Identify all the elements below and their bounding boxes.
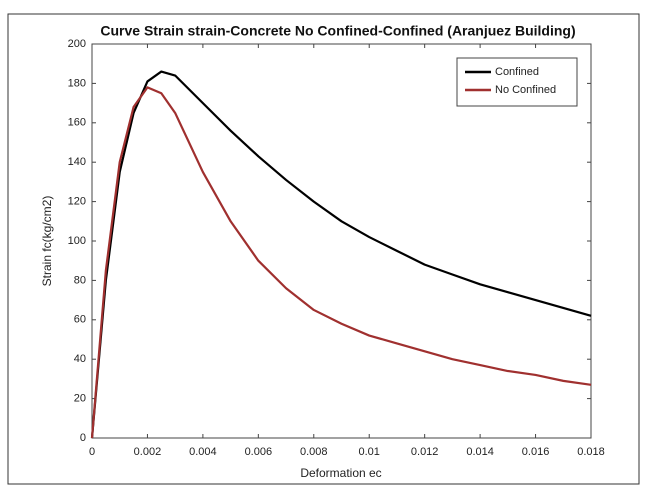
y-axis-label: Strain fc(kg/cm2)	[40, 196, 54, 287]
y-tick-label: 20	[74, 393, 86, 405]
y-tick-label: 140	[68, 156, 86, 168]
x-tick-label: 0.016	[522, 446, 550, 458]
legend-label: Confined	[495, 66, 539, 78]
x-tick-label: 0.01	[359, 446, 380, 458]
series-line	[90, 86, 592, 439]
chart-title: Curve Strain strain-Concrete No Confined…	[100, 23, 575, 39]
x-tick-label: 0.004	[189, 446, 217, 458]
y-tick-label: 180	[68, 77, 86, 89]
legend-label: No Confined	[495, 84, 556, 96]
legend-box	[456, 57, 578, 107]
y-tick-label: 160	[68, 117, 86, 129]
y-tick-label: 100	[68, 235, 86, 247]
x-tick-label: 0.008	[300, 446, 328, 458]
x-tick-label: 0.006	[245, 446, 273, 458]
x-tick-label: 0.002	[134, 446, 162, 458]
x-tick-label: 0.018	[577, 446, 605, 458]
x-tick-label: 0.014	[466, 446, 494, 458]
y-tick-label: 80	[74, 274, 86, 286]
y-tick-label: 200	[68, 38, 86, 50]
x-tick-label: 0	[89, 446, 95, 458]
y-tick-label: 60	[74, 314, 86, 326]
y-tick-label: 120	[68, 196, 86, 208]
y-tick-label: 40	[74, 353, 86, 365]
x-axis-label: Deformation ec	[300, 466, 381, 480]
y-tick-label: 0	[80, 432, 86, 444]
x-tick-label: 0.012	[411, 446, 439, 458]
